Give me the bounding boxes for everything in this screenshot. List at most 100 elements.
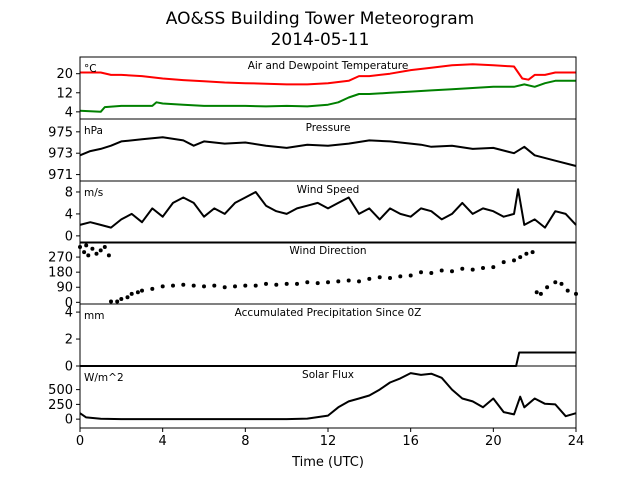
wind_dir-point	[181, 282, 186, 287]
wind_dir-point	[243, 283, 248, 288]
wind_dir-point	[398, 274, 403, 279]
wind_speed-ytick-label: 4	[65, 207, 73, 222]
x-axis-label: Time (UTC)	[291, 455, 364, 470]
temp-unit-label: °C	[84, 63, 97, 75]
wind_dir-point	[530, 250, 535, 255]
temp-series-line-0	[80, 63, 576, 86]
wind_dir-point	[367, 276, 372, 281]
x-tick-label: 20	[485, 434, 502, 449]
wind_dir-point	[305, 280, 310, 285]
wind_dir-point	[222, 285, 227, 290]
solar-ytick-label: 0	[65, 413, 73, 428]
solar-series-line-0	[79, 372, 577, 421]
wind_dir-point	[82, 250, 87, 255]
solar-ytick-label: 250	[48, 398, 73, 413]
x-tick-label: 24	[568, 434, 585, 449]
wind_dir-point	[377, 275, 382, 280]
wind_dir-ytick-label: 270	[48, 251, 73, 266]
wind_dir-point	[171, 283, 175, 288]
precip-ytick-label: 2	[65, 333, 73, 348]
wind_dir-point	[102, 245, 107, 249]
wind_speed-unit-label: m/s	[84, 187, 103, 199]
wind_dir-point	[233, 284, 237, 289]
wind_dir-point	[512, 258, 516, 263]
wind_dir-point	[534, 290, 539, 295]
x-axis: 0 4 8 12 16 20 24	[76, 428, 584, 449]
x-tick-label: 4	[159, 434, 167, 449]
wind_dir-point	[109, 299, 113, 304]
panel-wind_speed: 0 4 8 Wind Speed m/s	[65, 180, 577, 244]
wind_dir-point	[86, 253, 91, 258]
wind_dir-point	[346, 278, 351, 283]
wind_dir-point	[135, 290, 140, 295]
wind_dir-point	[115, 299, 120, 304]
wind_dir-point	[429, 271, 434, 275]
wind_dir-point	[94, 251, 99, 256]
wind_dir-ytick-label: 90	[56, 281, 73, 296]
wind_dir-point	[524, 251, 529, 256]
temp-ytick-label: 20	[56, 67, 73, 82]
pressure-ytick-label: 973	[48, 147, 73, 162]
x-tick-label: 0	[76, 434, 84, 449]
panel-temp: 4 12 20 Air and Dewpoint Temperature °C	[56, 56, 577, 120]
precip-ytick-label: 4	[65, 306, 73, 321]
wind_dir-point	[388, 276, 392, 280]
precip-series-line-0	[80, 351, 576, 367]
wind_dir-point	[202, 284, 206, 289]
wind_dir-point	[125, 295, 130, 300]
wind_dir-point	[140, 288, 144, 293]
wind_dir-point	[545, 285, 550, 290]
x-tick-label: 16	[402, 434, 419, 449]
wind_speed-frame	[79, 180, 577, 244]
wind_dir-point	[160, 284, 165, 289]
wind_dir-point	[191, 283, 196, 288]
wind_dir-point	[295, 281, 299, 286]
wind_dir-point	[284, 281, 289, 286]
wind_dir-point	[559, 281, 564, 286]
wind_dir-panel-title: Wind Direction	[289, 245, 366, 257]
wind_dir-point	[501, 260, 506, 265]
wind_dir-point	[481, 266, 485, 270]
wind_speed-ytick-label: 0	[65, 229, 73, 244]
solar-unit-label: W/m^2	[84, 372, 124, 384]
wind_dir-point	[119, 297, 124, 301]
wind_dir-point	[264, 281, 268, 286]
wind_dir-ytick-label: 180	[48, 266, 73, 281]
wind_speed-series-line-0	[79, 188, 577, 229]
wind_dir-point	[253, 283, 258, 288]
x-tick-label: 8	[241, 434, 249, 449]
solar-panel-title: Solar Flux	[302, 369, 354, 381]
x-tick-label: 12	[320, 434, 337, 449]
pressure-ytick-label: 971	[48, 168, 73, 183]
pressure-panel-title: Pressure	[306, 122, 351, 134]
chart-date: 2014-05-11	[271, 30, 370, 50]
wind_dir-point	[336, 279, 341, 284]
temp-series-line-1	[79, 79, 576, 113]
panel-pressure: 971 973 975 Pressure hPa	[48, 118, 577, 183]
wind_dir-point	[129, 291, 134, 296]
wind_speed-panel-title: Wind Speed	[297, 184, 360, 196]
wind_dir-point	[450, 269, 454, 274]
precip-unit-label: mm	[84, 310, 104, 322]
pressure-unit-label: hPa	[84, 125, 103, 137]
wind_dir-point	[98, 248, 103, 253]
wind_dir-point	[357, 279, 361, 284]
wind_dir-ytick-label: 0	[65, 296, 73, 311]
wind_dir-point	[150, 286, 155, 291]
wind_dir-point	[212, 283, 217, 288]
wind_dir-point	[491, 265, 496, 270]
wind_dir-point	[460, 266, 465, 271]
wind_dir-point	[315, 281, 320, 286]
temp-ytick-label: 12	[56, 86, 73, 101]
wind_dir-point	[84, 243, 89, 248]
precip-panel-title: Accumulated Precipitation Since 0Z	[235, 307, 422, 319]
wind_speed-ytick-label: 8	[65, 185, 73, 200]
solar-ytick-label: 500	[48, 383, 73, 398]
wind_dir-point	[538, 291, 543, 296]
wind_dir-point	[419, 270, 423, 275]
wind_dir-point	[408, 273, 413, 278]
